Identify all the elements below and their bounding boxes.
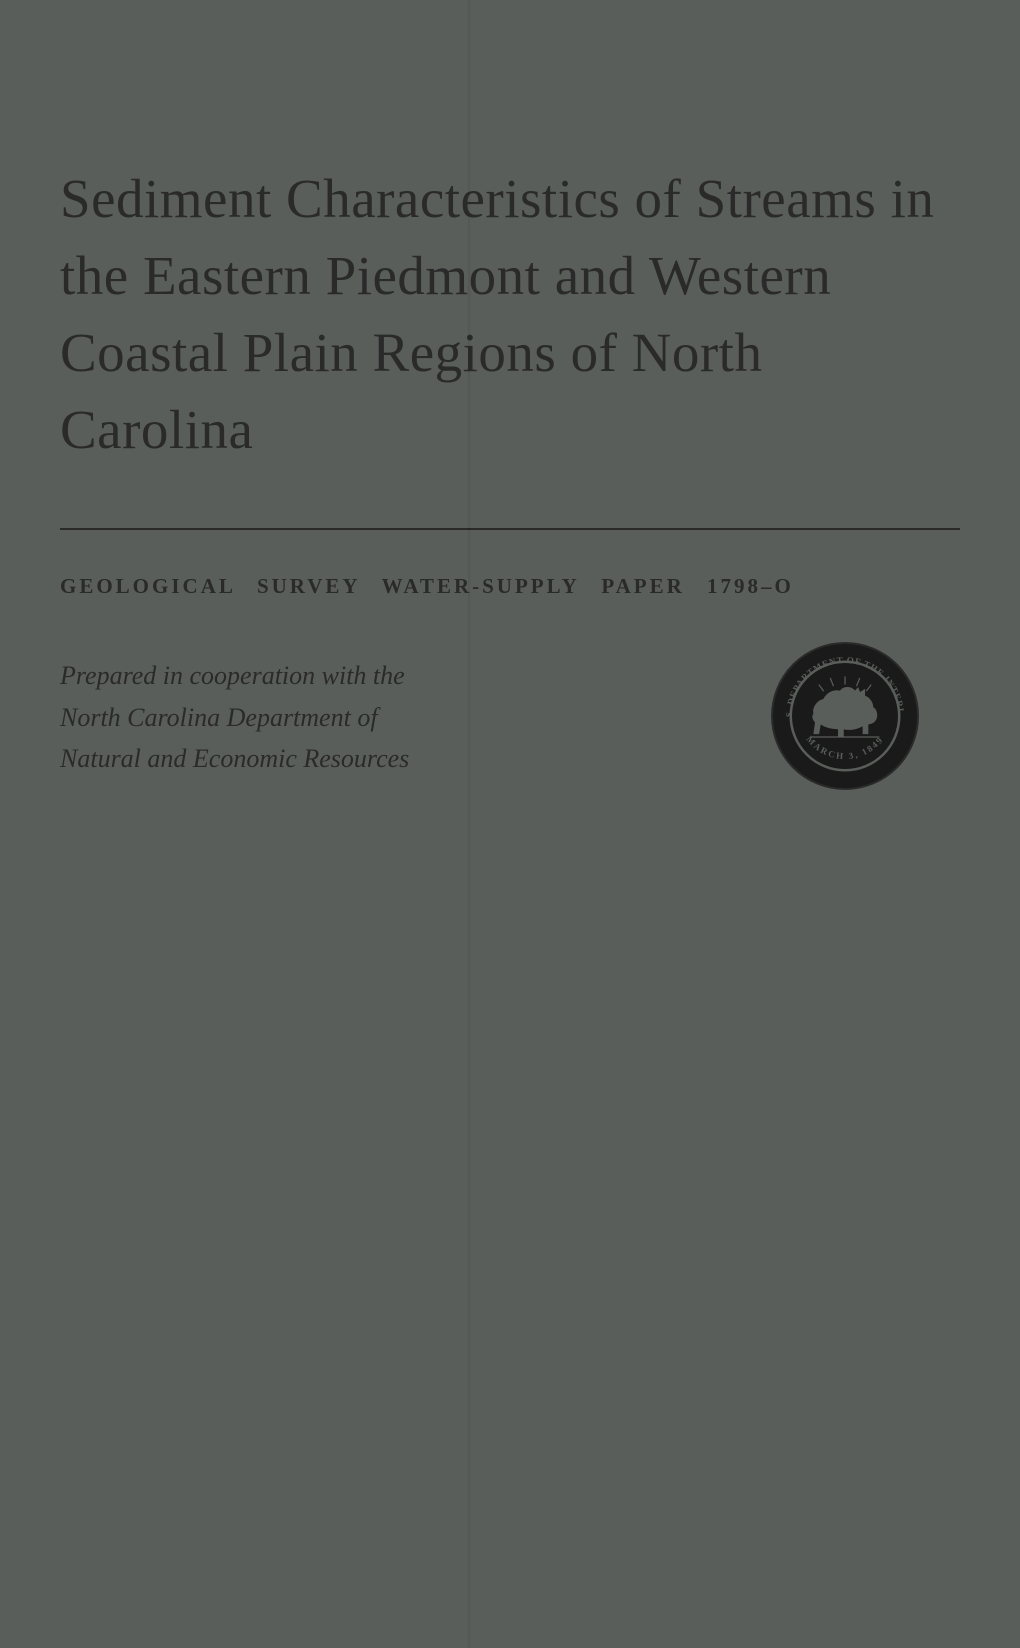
interior-seal-icon: U.S. DEPARTMENT OF THE INTERIOR MARCH 3,… (770, 641, 920, 791)
cooperation-statement: Prepared in cooperation with the North C… (60, 655, 409, 780)
lower-section: Prepared in cooperation with the North C… (60, 655, 960, 796)
department-seal: U.S. DEPARTMENT OF THE INTERIOR MARCH 3,… (770, 641, 920, 796)
cooperation-line-1: Prepared in cooperation with the (60, 655, 409, 697)
title-divider (60, 528, 960, 530)
series-identifier: GEOLOGICAL SURVEY WATER-SUPPLY PAPER 179… (60, 574, 960, 599)
page-spine-shadow (468, 0, 471, 1648)
cooperation-line-2: North Carolina Department of (60, 697, 409, 739)
document-title: Sediment Characteristics of Streams in t… (60, 160, 960, 468)
cooperation-line-3: Natural and Economic Resources (60, 738, 409, 780)
